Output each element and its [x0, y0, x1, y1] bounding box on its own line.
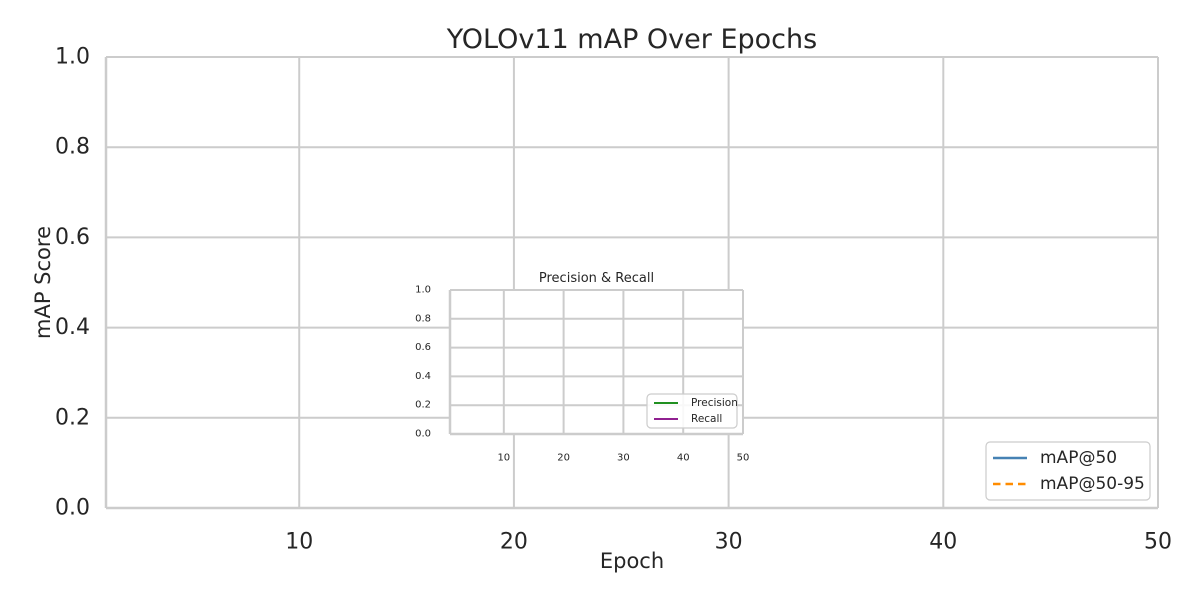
- inset-y-tick-label: 1.0: [415, 285, 431, 296]
- inset-y-tick-label: 0.4: [415, 371, 431, 382]
- main-y-tick-label: 0.0: [55, 496, 90, 521]
- main-legend-label: mAP@50: [1040, 448, 1117, 468]
- main-y-tick-label: 1.0: [55, 45, 90, 70]
- inset-x-tick-label: 50: [737, 453, 750, 464]
- main-x-axis-label: Epoch: [600, 549, 664, 573]
- main-legend-box: [985, 441, 1151, 501]
- main-x-tick-label: 50: [1144, 530, 1172, 555]
- inset-y-tick-label: 0.6: [415, 342, 431, 353]
- inset-legend-label: Precision: [691, 397, 738, 409]
- inset-legend-label: Recall: [691, 413, 722, 425]
- inset-legend: Precision Recall: [646, 393, 738, 429]
- main-y-axis-label: mAP Score: [31, 226, 55, 339]
- main-chart-title: YOLOv11 mAP Over Epochs: [446, 24, 817, 55]
- inset-x-tick-label: 30: [617, 453, 630, 464]
- main-y-tick-label: 0.2: [55, 405, 90, 430]
- inset-x-tick-label: 40: [677, 453, 690, 464]
- inset-y-tick-label: 0.0: [415, 429, 431, 440]
- inset-y-tick-label: 0.2: [415, 400, 431, 411]
- main-y-tick-label: 0.6: [55, 225, 90, 250]
- inset-x-tick-label: 10: [497, 453, 510, 464]
- inset-x-tick-label: 20: [557, 453, 570, 464]
- main-x-tick-label: 20: [500, 530, 528, 555]
- inset-chart-title: Precision & Recall: [539, 271, 654, 286]
- main-chart: 0.0 0.2 0.4 0.6 0.8 1.0 10 20 30 40 50 YOLOv11 mAP …: [31, 24, 1172, 573]
- main-x-tick-label: 40: [929, 530, 957, 555]
- inset-y-tick-label: 0.8: [415, 313, 431, 324]
- main-y-tick-label: 0.4: [55, 315, 90, 340]
- main-legend-label: mAP@50-95: [1040, 474, 1145, 494]
- main-legend: mAP@50 mAP@50-95: [985, 441, 1151, 501]
- main-y-tick-label: 0.8: [55, 135, 90, 160]
- main-x-tick-label: 10: [285, 530, 313, 555]
- main-x-tick-label: 30: [715, 530, 743, 555]
- inset-chart: 0.0 0.2 0.4 0.6 0.8 1.0 10 20 30 40 50 Precision & …: [415, 271, 749, 464]
